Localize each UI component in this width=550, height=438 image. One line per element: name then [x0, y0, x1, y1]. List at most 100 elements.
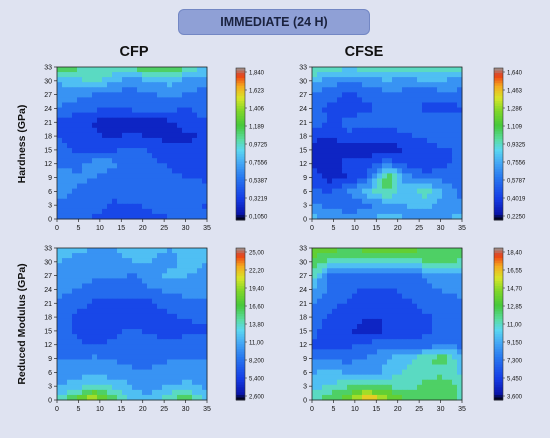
heatmap-cell	[197, 137, 203, 144]
heatmap-cell	[132, 389, 138, 396]
heatmap-cell	[332, 318, 338, 325]
heatmap-cell	[387, 188, 393, 195]
heatmap-cell	[447, 339, 453, 345]
heatmap-cell	[417, 293, 423, 300]
heatmap-cell	[97, 213, 103, 220]
heatmap-cell	[397, 148, 403, 154]
heatmap-cell	[372, 283, 378, 290]
heatmap-cell	[387, 183, 393, 190]
heatmap-cell	[172, 178, 178, 185]
heatmap-cell	[442, 158, 448, 164]
heatmap-cell	[187, 394, 193, 401]
heatmap-cell	[87, 132, 93, 139]
heatmap-cell	[142, 112, 148, 119]
heatmap-cell	[357, 303, 363, 310]
heatmap-cell	[182, 303, 188, 310]
heatmap-cell	[417, 253, 423, 259]
heatmap-cell	[327, 303, 333, 310]
y-tick-label: 6	[48, 189, 52, 196]
heatmap-cell	[142, 349, 148, 355]
heatmap-cell	[457, 359, 463, 366]
heatmap-cell	[137, 369, 143, 376]
heatmap-cell	[112, 148, 118, 154]
heatmap-cell	[417, 374, 423, 381]
heatmap-cell	[457, 183, 463, 190]
heatmap-cell	[142, 213, 148, 220]
heatmap-cell	[142, 248, 148, 254]
heatmap-cell	[167, 82, 173, 88]
heatmap-cell	[382, 389, 388, 396]
heatmap-cell	[387, 253, 393, 259]
heatmap-cell	[102, 148, 108, 154]
heatmap-cell	[322, 112, 328, 119]
heatmap-cell	[382, 127, 388, 134]
heatmap-cell	[347, 389, 353, 396]
heatmap-cell	[397, 384, 403, 391]
heatmap-cell	[87, 384, 93, 391]
heatmap-cell	[182, 97, 188, 103]
heatmap-cell	[77, 107, 83, 114]
heatmap-cell	[177, 183, 183, 190]
heatmap-cell	[107, 173, 113, 179]
heatmap-cell	[112, 278, 118, 284]
heatmap-cell	[382, 112, 388, 119]
heatmap-cell	[357, 359, 363, 366]
heatmap-cell	[382, 188, 388, 195]
heatmap-cell	[137, 178, 143, 185]
heatmap-cell	[442, 324, 448, 330]
heatmap-cell	[102, 77, 108, 83]
heatmap-cell	[452, 329, 458, 335]
heatmap-cell	[437, 67, 443, 73]
heatmap-cell	[177, 112, 183, 119]
heatmap-cell	[407, 137, 413, 144]
heatmap-cell	[327, 268, 333, 274]
heatmap-cell	[122, 283, 128, 290]
heatmap-cell	[97, 308, 103, 315]
colorbar-segment	[236, 126, 245, 130]
heatmap-cell	[347, 268, 353, 274]
heatmap-cell	[442, 283, 448, 290]
heatmap-cell	[372, 268, 378, 274]
heatmap-cell	[147, 188, 153, 195]
heatmap-cell	[77, 122, 83, 129]
heatmap-cell	[452, 112, 458, 119]
heatmap-cell	[62, 183, 68, 190]
heatmap-cell	[87, 77, 93, 83]
heatmap-cell	[57, 183, 63, 190]
heatmap-cell	[122, 158, 128, 164]
heatmap-cell	[102, 349, 108, 355]
heatmap-cell	[177, 389, 183, 396]
heatmap-cell	[142, 82, 148, 88]
heatmap-cell	[372, 117, 378, 124]
heatmap-cell	[102, 72, 108, 78]
heatmap-cell	[92, 163, 98, 169]
heatmap-cell	[127, 193, 133, 200]
heatmap-cell	[117, 339, 123, 345]
heatmap-cell	[127, 278, 133, 284]
heatmap-cell	[107, 349, 113, 355]
heatmap-cell	[402, 384, 408, 391]
heatmap-cell	[412, 293, 418, 300]
heatmap-cell	[452, 132, 458, 139]
heatmap-cell	[392, 268, 398, 274]
heatmap-cell	[127, 293, 133, 300]
heatmap-cell	[92, 324, 98, 330]
heatmap-cell	[312, 193, 318, 200]
heatmap-cell	[202, 379, 208, 386]
heatmap-cell	[407, 148, 413, 154]
heatmap-cell	[322, 273, 328, 279]
heatmap-cell	[347, 193, 353, 200]
heatmap-cell	[112, 208, 118, 215]
heatmap-cell	[322, 258, 328, 264]
heatmap-cell	[122, 303, 128, 310]
heatmap-cell	[77, 293, 83, 300]
heatmap-cell	[402, 158, 408, 164]
heatmap-cell	[97, 107, 103, 114]
heatmap-cell	[67, 92, 73, 98]
heatmap-cell	[327, 97, 333, 103]
heatmap-cell	[317, 293, 323, 300]
colorbar-segment	[494, 159, 503, 163]
heatmap-cell	[422, 339, 428, 345]
heatmap-cell	[132, 122, 138, 129]
heatmap-cell	[342, 384, 348, 391]
